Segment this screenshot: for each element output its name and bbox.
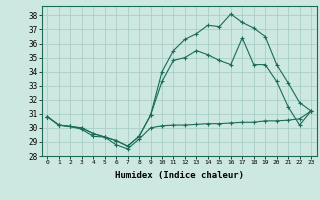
X-axis label: Humidex (Indice chaleur): Humidex (Indice chaleur) (115, 171, 244, 180)
